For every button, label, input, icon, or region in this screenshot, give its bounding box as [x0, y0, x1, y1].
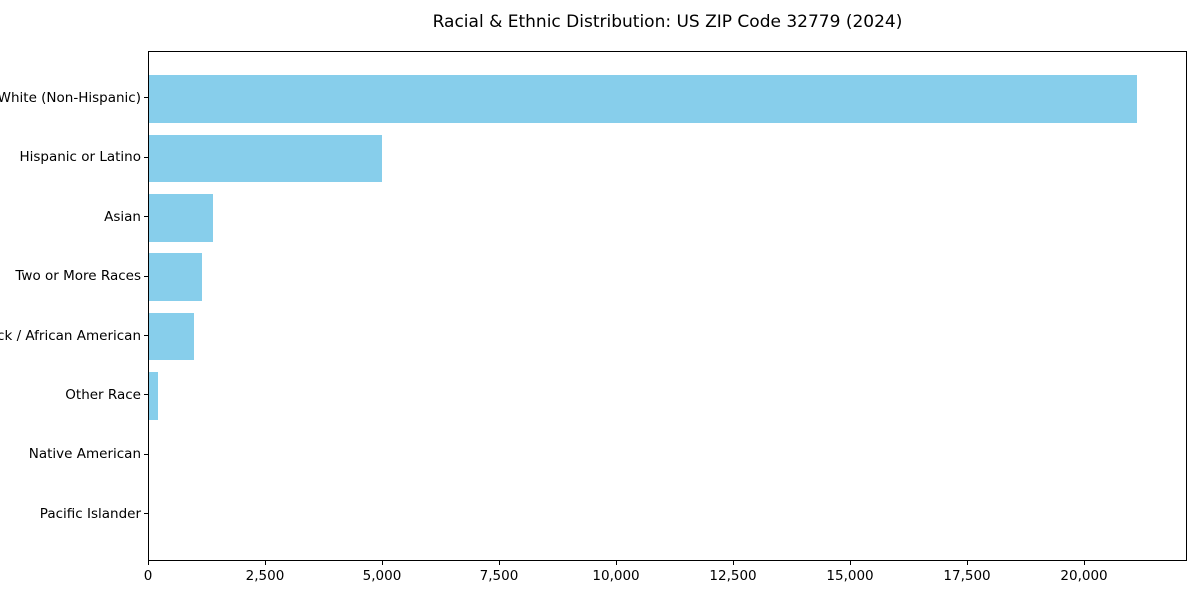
x-tick-label: 0	[143, 568, 153, 584]
x-tick-label: 15,000	[826, 568, 874, 584]
chart-title: Racial & Ethnic Distribution: US ZIP Cod…	[432, 12, 903, 32]
x-tick-mark	[147, 561, 149, 565]
y-tick-label: Other Race	[65, 386, 141, 403]
x-tick-label: 2,500	[245, 568, 285, 584]
x-tick-label: 7,500	[479, 568, 519, 584]
bar-hispanic-or-latino	[149, 134, 383, 183]
x-tick-mark	[615, 561, 617, 565]
x-tick-label: 12,500	[709, 568, 757, 584]
bar-asian	[149, 194, 213, 242]
x-tick-mark	[498, 561, 500, 565]
x-tick-label: 10,000	[592, 568, 640, 584]
x-tick-label: 5,000	[362, 568, 402, 584]
x-tick-label: 20,000	[1060, 568, 1108, 584]
y-tick-mark	[144, 513, 148, 515]
bar-black-african-american	[149, 312, 194, 361]
y-tick-mark	[144, 394, 148, 396]
x-tick-mark	[732, 561, 734, 565]
y-tick-label: Black / African American	[0, 327, 141, 344]
y-tick-mark	[144, 453, 148, 455]
x-tick-mark	[849, 561, 851, 565]
y-tick-mark	[144, 275, 148, 277]
y-tick-label: Native American	[28, 446, 141, 463]
plot-area	[148, 51, 1187, 561]
y-tick-label: Two or More Races	[15, 268, 141, 285]
y-tick-mark	[144, 216, 148, 218]
x-tick-label: 17,500	[943, 568, 991, 584]
y-tick-label: White (Non-Hispanic)	[0, 89, 141, 106]
y-tick-mark	[144, 335, 148, 337]
y-tick-label: Asian	[104, 208, 141, 225]
x-tick-mark	[966, 561, 968, 565]
bar-white-non-hispanic	[149, 75, 1137, 123]
x-tick-mark	[381, 561, 383, 565]
bar-two-or-more-races	[149, 253, 202, 301]
y-tick-label: Hispanic or Latino	[19, 149, 141, 166]
x-tick-mark	[264, 561, 266, 565]
y-tick-mark	[144, 97, 148, 99]
bar-other-race	[149, 372, 158, 420]
y-tick-mark	[144, 156, 148, 158]
x-tick-mark	[1083, 561, 1085, 565]
y-tick-label: Pacific Islander	[39, 505, 141, 522]
